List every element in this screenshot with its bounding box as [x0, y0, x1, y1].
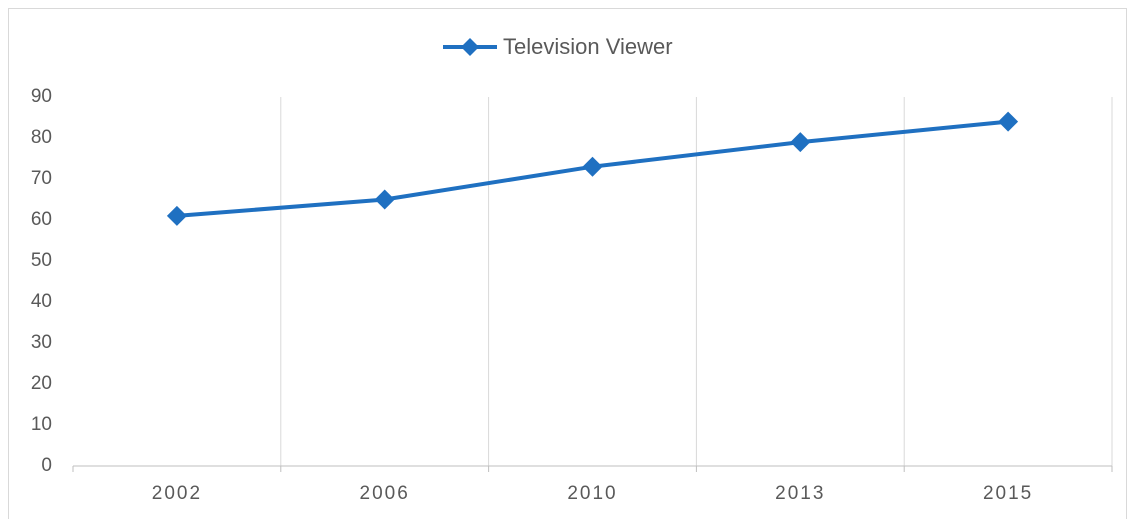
y-tick-label: 40: [31, 291, 52, 312]
x-tick-label: 2006: [360, 483, 410, 504]
y-tick-label: 50: [31, 250, 52, 271]
x-tick-label: 2010: [567, 483, 617, 504]
chart-border: [8, 8, 1127, 519]
marker: [790, 132, 811, 153]
marker: [374, 189, 395, 210]
marker: [166, 205, 187, 226]
y-tick-label: 80: [31, 127, 52, 148]
legend-marker: [461, 38, 479, 56]
y-tick-label: 10: [31, 414, 52, 435]
y-tick-label: 0: [41, 455, 52, 476]
x-tick-label: 2015: [983, 483, 1033, 504]
legend-label: Television Viewer: [503, 34, 673, 59]
x-tick-label: 2002: [152, 483, 202, 504]
y-tick-label: 20: [31, 373, 52, 394]
y-tick-label: 90: [31, 86, 52, 107]
y-tick-label: 30: [31, 332, 52, 353]
y-tick-label: 70: [31, 168, 52, 189]
y-tick-label: 60: [31, 209, 52, 230]
marker: [998, 111, 1019, 132]
x-tick-label: 2013: [775, 483, 825, 504]
marker: [582, 156, 603, 177]
